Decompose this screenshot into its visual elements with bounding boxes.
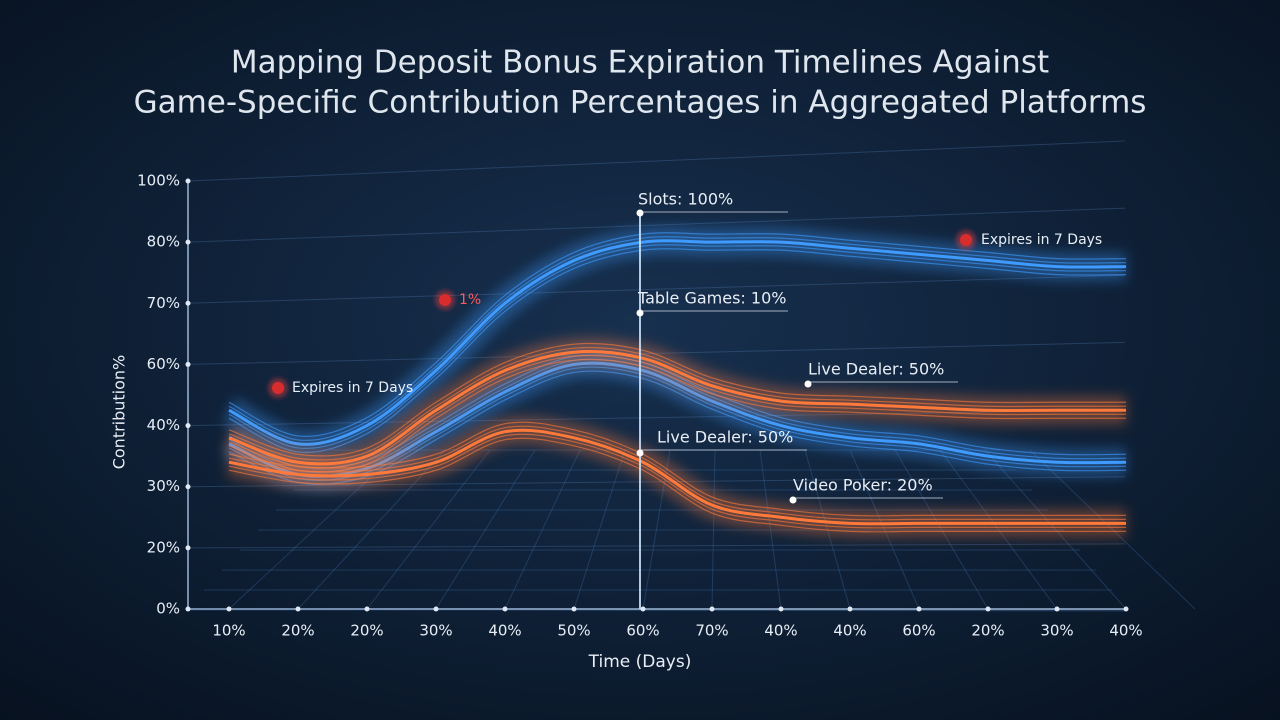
warning-text: Expires in 7 Days <box>981 232 1102 248</box>
x-tick <box>916 606 922 612</box>
annotation: Live Dealer: 50% <box>808 360 944 379</box>
x-tick-label: 10% <box>212 622 245 640</box>
x-tick-label: 60% <box>626 622 659 640</box>
y-tick <box>185 484 191 490</box>
x-tick <box>709 606 715 612</box>
x-tick-label: 50% <box>557 622 590 640</box>
floor-line <box>711 449 716 610</box>
x-tick-label: 40% <box>764 622 797 640</box>
x-tick-label: 20% <box>350 622 383 640</box>
y-tick-label: 30% <box>147 477 180 495</box>
y-tick-label: 0% <box>156 600 180 618</box>
y-tick-label: 60% <box>147 355 180 373</box>
chart-title: Mapping Deposit Bonus Expiration Timelin… <box>231 45 1049 81</box>
y-tick-label: 80% <box>147 233 180 251</box>
annotation-dot <box>636 209 644 217</box>
x-tick <box>571 606 577 612</box>
x-tick <box>433 606 439 612</box>
y-tick <box>185 606 191 612</box>
x-tick <box>1123 606 1129 612</box>
x-tick <box>1054 606 1060 612</box>
x-tick <box>985 606 991 612</box>
series-strand <box>228 354 1126 469</box>
grid-line <box>187 140 1126 182</box>
series-strand <box>228 232 1127 437</box>
series-strand <box>228 244 1127 449</box>
x-tick <box>364 606 370 612</box>
x-tick-label: 40% <box>1109 622 1142 640</box>
y-tick-label: 100% <box>137 172 180 190</box>
grid-line <box>187 608 1126 612</box>
series-strand <box>228 248 1127 453</box>
y-axis-label: Contribution% <box>110 355 129 470</box>
x-tick <box>778 606 784 612</box>
warning-icon <box>272 382 284 394</box>
x-tick-label: 30% <box>1040 622 1073 640</box>
annotation-dot <box>636 449 644 457</box>
series-line <box>228 239 1127 446</box>
x-axis-label: Time (Days) <box>588 652 692 672</box>
y-tick <box>185 300 191 306</box>
x-tick <box>295 606 301 612</box>
x-tick-label: 30% <box>419 622 452 640</box>
y-tick-label: 20% <box>147 538 180 556</box>
annotation-dot <box>804 380 812 388</box>
grid-line <box>187 274 1126 304</box>
series-strand <box>228 433 1126 529</box>
y-tick <box>185 545 191 551</box>
annotation: Live Dealer: 50% <box>657 428 793 447</box>
series-strand <box>228 342 1126 457</box>
x-tick <box>226 606 232 612</box>
series-line <box>228 350 1126 466</box>
series-strand <box>228 437 1126 533</box>
x-tick-label: 70% <box>695 622 728 640</box>
warning-text: Expires in 7 Days <box>292 380 413 396</box>
grid-line <box>187 543 1126 549</box>
series-strand <box>228 236 1127 441</box>
x-tick <box>502 606 508 612</box>
floor-line <box>366 449 491 610</box>
annotation: Table Games: 10% <box>637 289 786 308</box>
y-tick <box>185 361 191 367</box>
series-strand <box>228 346 1126 461</box>
floor-line <box>435 449 536 610</box>
x-tick-label: 40% <box>488 622 521 640</box>
series-strand <box>228 425 1126 521</box>
warning-icon <box>439 294 451 306</box>
x-tick-label: 60% <box>902 622 935 640</box>
warning-text: 1% <box>459 292 481 308</box>
y-tick <box>185 239 191 245</box>
series-line <box>228 428 1126 526</box>
x-tick-label: 20% <box>281 622 314 640</box>
y-tick <box>185 423 191 429</box>
y-tick-label: 70% <box>147 294 180 312</box>
x-tick-label: 40% <box>833 622 866 640</box>
annotation: Video Poker: 20% <box>793 476 933 495</box>
series-strand <box>228 421 1126 517</box>
annotation: Slots: 100% <box>638 190 733 209</box>
x-tick <box>847 606 853 612</box>
warning-icon <box>960 234 972 246</box>
floor-line <box>504 449 581 610</box>
y-tick <box>185 178 191 184</box>
annotation-dot <box>789 496 797 504</box>
grid-line <box>187 207 1126 243</box>
x-tick <box>640 606 646 612</box>
chart-title: Game-Specific Contribution Percentages i… <box>134 85 1147 121</box>
annotation-dot <box>636 309 644 317</box>
floor-line <box>573 449 626 610</box>
y-tick-label: 40% <box>147 416 180 434</box>
x-tick-label: 20% <box>971 622 1004 640</box>
